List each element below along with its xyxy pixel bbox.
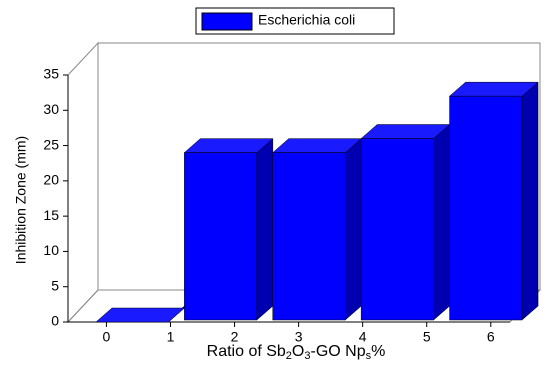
x-tick-label: 1 <box>167 329 175 345</box>
y-tick-label: 15 <box>43 207 59 223</box>
x-tick-label: 0 <box>103 329 111 345</box>
x-label-part: O <box>292 343 304 360</box>
y-tick-label: 20 <box>43 172 59 188</box>
y-tick-label: 25 <box>43 136 59 152</box>
bar-top <box>360 124 451 139</box>
bar <box>272 152 346 321</box>
bar-top <box>448 81 539 97</box>
bar <box>184 152 258 321</box>
bar <box>449 95 523 321</box>
y-tick-label: 5 <box>51 277 59 293</box>
bar-top <box>95 307 186 323</box>
x-label-part: % <box>371 343 385 360</box>
bar-side <box>521 81 539 321</box>
y-tick-label: 30 <box>43 101 59 117</box>
x-label-sub: 2 <box>286 350 292 362</box>
legend-label: Escherichia coli <box>258 12 355 28</box>
bar-side <box>433 123 450 321</box>
bar-side <box>256 138 274 321</box>
y-axis-label: Inhibition Zone (mm) <box>13 136 29 264</box>
x-tick-label: 2 <box>231 329 239 345</box>
x-label-part: Ratio of Sb <box>207 343 286 360</box>
x-tick-label: 5 <box>423 329 431 345</box>
bar <box>360 138 434 321</box>
x-label-sub: s <box>366 350 372 362</box>
y-tick-label: 0 <box>51 313 59 329</box>
x-tick-label: 3 <box>295 329 303 345</box>
bar-top <box>272 138 362 153</box>
side-wall <box>67 41 99 324</box>
x-label-sub: 3 <box>304 350 310 362</box>
legend-swatch <box>201 12 253 31</box>
bar-top <box>183 138 274 153</box>
x-tick-label: 4 <box>359 329 367 345</box>
bar-side <box>344 138 362 321</box>
x-axis-label: Ratio of Sb2O3-GO Nps% <box>207 343 386 362</box>
x-label-part: -GO Np <box>311 343 366 360</box>
y-tick-label: 35 <box>43 66 59 82</box>
x-tick-label: 6 <box>487 329 495 345</box>
y-tick-label: 10 <box>43 242 59 258</box>
